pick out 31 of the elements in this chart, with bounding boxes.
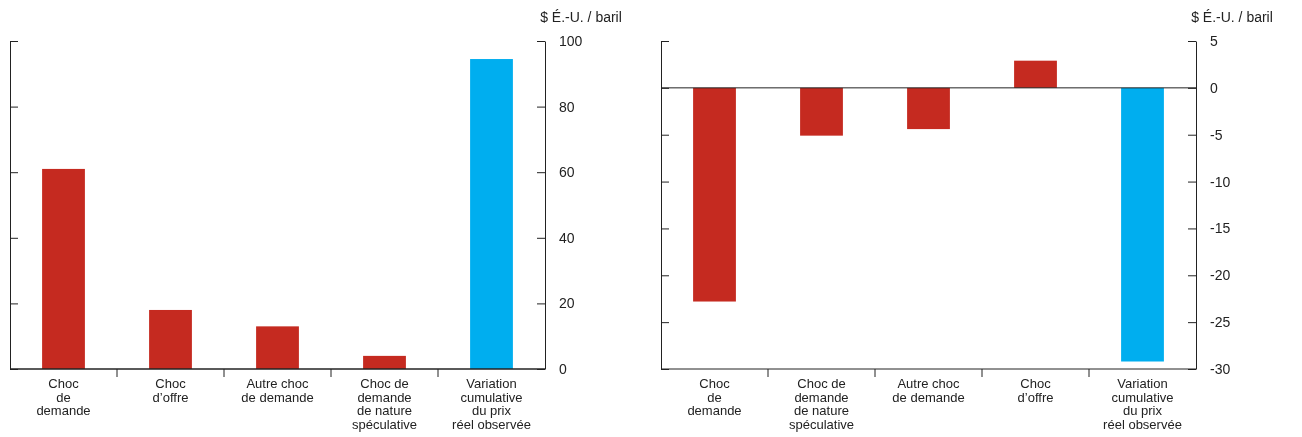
x-tick-label: Variation cumulative du prix réel observée: [1103, 376, 1182, 432]
x-tick-label: Variation cumulative du prix réel observée: [452, 376, 531, 432]
x-tick-label: Choc de demande de nature spéculative: [351, 376, 418, 432]
y-axis-title: $ É.-U. / baril: [1191, 9, 1273, 25]
x-tick-label: Choc d’offre: [152, 376, 189, 405]
y-tick-label: 40: [559, 229, 575, 246]
y-tick-label: 80: [559, 98, 575, 115]
bar: [470, 59, 513, 369]
y-tick-label: -15: [1210, 220, 1231, 237]
x-tick-label: Choc d’offre: [1017, 376, 1054, 405]
bar: [149, 309, 192, 369]
bar: [42, 168, 85, 369]
bar: [256, 326, 299, 369]
x-tick-label: Autre choc de demande: [892, 376, 965, 405]
y-tick-label: -25: [1210, 314, 1231, 331]
y-tick-label: -30: [1210, 360, 1231, 377]
x-tick-label: Choc de demande: [36, 376, 91, 418]
y-tick-label: 0: [1210, 79, 1218, 96]
x-tick-label: Choc de demande: [687, 376, 742, 418]
y-tick-label: -10: [1210, 173, 1231, 190]
y-tick-label: 20: [559, 295, 575, 312]
y-tick-label: -20: [1210, 267, 1231, 284]
y-tick-label: 0: [559, 360, 567, 377]
y-tick-label: 5: [1210, 32, 1218, 49]
bar: [363, 355, 406, 369]
y-tick-label: -5: [1210, 126, 1223, 143]
x-tick-label: Choc de demande de nature spéculative: [788, 376, 855, 432]
y-axis-title: $ É.-U. / baril: [540, 9, 622, 25]
y-tick-label: 100: [559, 32, 583, 49]
x-tick-label: Autre choc de demande: [241, 376, 314, 405]
y-tick-label: 60: [559, 164, 575, 181]
